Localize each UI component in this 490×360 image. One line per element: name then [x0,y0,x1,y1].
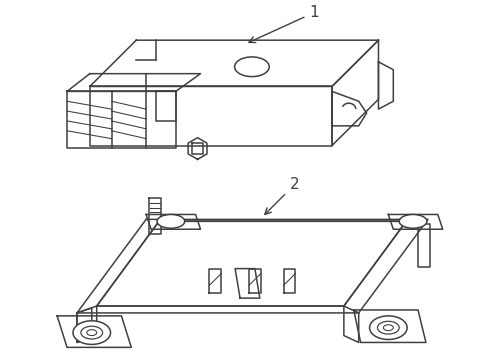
Text: 1: 1 [249,5,319,42]
Ellipse shape [383,325,393,330]
Polygon shape [67,74,200,91]
Polygon shape [90,86,332,145]
Polygon shape [332,40,378,145]
Polygon shape [67,91,176,148]
Polygon shape [192,143,203,154]
Polygon shape [188,138,207,159]
Ellipse shape [235,57,269,77]
Polygon shape [389,215,443,229]
Ellipse shape [87,330,97,336]
Polygon shape [77,219,428,313]
Polygon shape [235,269,260,298]
Ellipse shape [73,321,111,345]
Polygon shape [146,215,200,229]
Polygon shape [90,40,378,86]
Polygon shape [354,310,426,342]
Text: 2: 2 [265,177,299,214]
Polygon shape [156,91,176,121]
Polygon shape [249,269,261,293]
Polygon shape [77,308,92,342]
Ellipse shape [369,316,407,339]
Polygon shape [209,269,221,293]
Polygon shape [344,306,359,342]
Polygon shape [284,269,295,293]
Ellipse shape [377,321,399,334]
Polygon shape [418,224,430,267]
Polygon shape [97,221,406,306]
Ellipse shape [399,215,427,228]
Polygon shape [378,62,393,109]
Polygon shape [332,91,367,126]
Polygon shape [77,306,97,342]
Ellipse shape [81,326,102,339]
Polygon shape [149,198,161,234]
Ellipse shape [157,215,185,228]
Polygon shape [57,316,131,347]
